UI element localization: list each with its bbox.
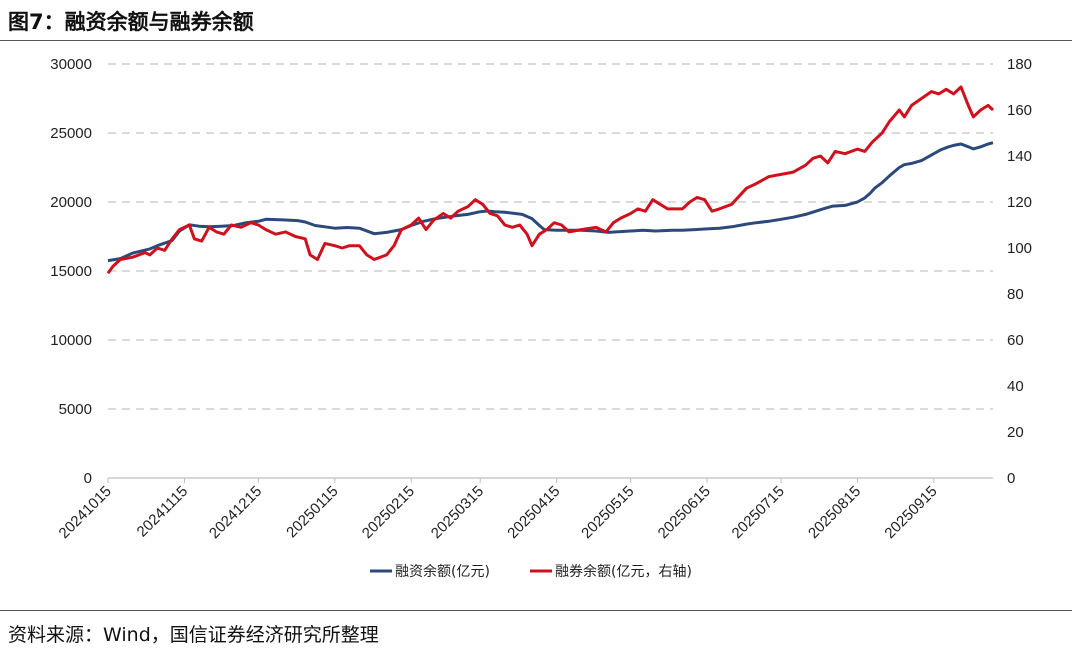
right-tick-label: 80 xyxy=(1007,286,1024,303)
x-tick-label: 20250515 xyxy=(578,483,637,542)
x-axis-ticks: 20241015 20241115 20241215 20250115 20250215… xyxy=(56,478,941,542)
x-tick-label: 20250815 xyxy=(805,483,864,542)
left-tick-label: 5000 xyxy=(59,401,92,418)
right-tick-label: 100 xyxy=(1007,240,1032,257)
x-tick-label: 20241015 xyxy=(56,483,115,542)
left-axis-ticks: 0 5000 10000 15000 20000 25000 30000 xyxy=(50,56,92,487)
left-tick-label: 25000 xyxy=(50,125,92,142)
right-tick-label: 0 xyxy=(1007,470,1015,487)
right-tick-label: 180 xyxy=(1007,56,1032,73)
x-tick-label: 20241215 xyxy=(206,483,265,542)
source-note: 资料来源：Wind，国信证券经济研究所整理 xyxy=(8,624,379,646)
right-tick-label: 120 xyxy=(1007,194,1032,211)
x-tick-label: 20250615 xyxy=(655,483,714,542)
left-tick-label: 20000 xyxy=(50,194,92,211)
left-tick-label: 30000 xyxy=(50,56,92,73)
top-rule xyxy=(0,40,1072,41)
right-tick-label: 40 xyxy=(1007,378,1024,395)
figure-title: 图7：融资余额与融券余额 xyxy=(8,10,254,34)
right-tick-label: 140 xyxy=(1007,148,1032,165)
right-tick-label: 20 xyxy=(1007,424,1024,441)
left-tick-label: 15000 xyxy=(50,263,92,280)
x-tick-label: 20250215 xyxy=(359,483,418,542)
x-tick-label: 20250915 xyxy=(881,483,940,542)
legend-label-financing: 融资余额(亿元) xyxy=(395,563,490,580)
bottom-rule xyxy=(0,610,1072,611)
x-tick-label: 20250115 xyxy=(283,483,341,541)
legend: 融资余额(亿元) 融券余额(亿元，右轴) xyxy=(370,563,692,580)
legend-label-securities: 融券余额(亿元，右轴) xyxy=(555,563,692,580)
series-line-securities xyxy=(106,85,995,275)
series-lines xyxy=(106,85,995,275)
line-chart: 0 5000 10000 15000 20000 25000 30000 0 20 40 60 80… xyxy=(50,56,1032,580)
x-tick-label: 20250415 xyxy=(504,483,563,542)
right-axis-ticks: 0 20 40 60 80 100 120 140 160 180 xyxy=(1007,56,1032,487)
left-tick-label: 10000 xyxy=(50,332,92,349)
right-tick-label: 160 xyxy=(1007,102,1032,119)
x-tick-label: 20250315 xyxy=(428,483,487,542)
left-tick-label: 0 xyxy=(84,470,92,487)
right-tick-label: 60 xyxy=(1007,332,1024,349)
x-tick-label: 20250715 xyxy=(729,483,788,542)
x-tick-label: 20241115 xyxy=(134,483,192,541)
gridlines xyxy=(108,63,993,479)
